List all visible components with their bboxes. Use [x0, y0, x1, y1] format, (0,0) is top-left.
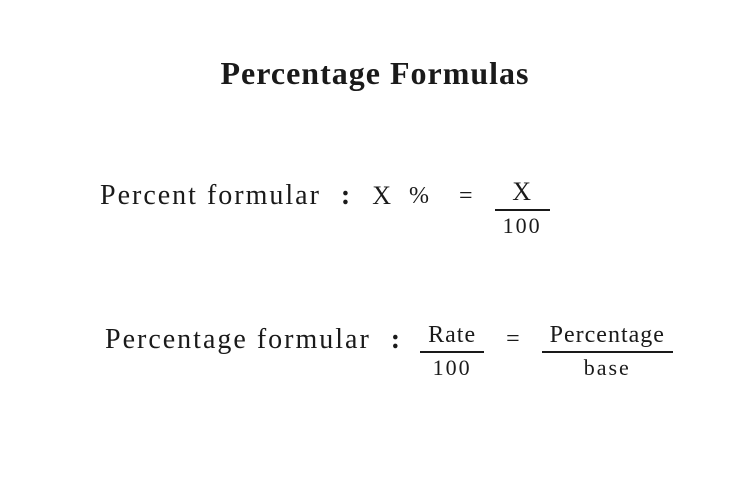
variable-x: X [372, 181, 391, 211]
equals-sign: = [459, 183, 473, 210]
percentage-formula-label: Percentage formular [105, 324, 371, 356]
fraction-rate-over-100: Rate 100 [420, 322, 484, 381]
equals-sign: = [506, 326, 520, 353]
fraction-numerator: X [504, 177, 540, 209]
fraction-numerator: Percentage [542, 322, 673, 351]
fraction-x-over-100: X 100 [495, 177, 550, 239]
fraction-denominator: base [576, 353, 639, 381]
percentage-formula-row: Percentage formular : Rate 100 = Percent… [105, 310, 673, 369]
percent-formula-label: Percent formular [100, 180, 321, 212]
percent-symbol: % [409, 183, 429, 210]
colon: : [391, 324, 400, 356]
fraction-denominator: 100 [495, 211, 550, 239]
fraction-percentage-over-base: Percentage base [542, 322, 673, 381]
colon: : [341, 180, 350, 212]
percent-formula-row: Percent formular : X % = X 100 [100, 165, 550, 227]
page-title: Percentage Formulas [221, 55, 530, 92]
fraction-denominator: 100 [425, 353, 480, 381]
fraction-numerator: Rate [420, 322, 484, 351]
